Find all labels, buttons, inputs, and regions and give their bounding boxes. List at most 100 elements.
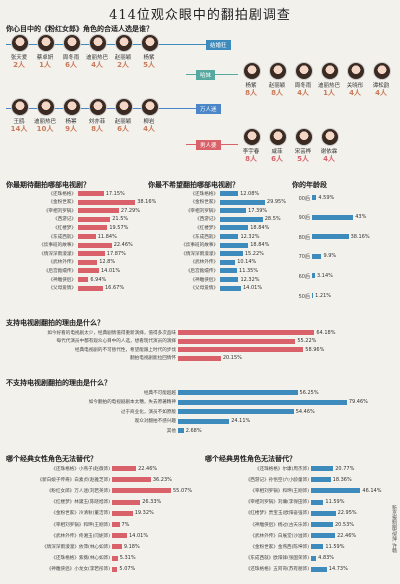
bar-label: 《炊事班的故事》 [181, 243, 218, 249]
bar-value: 27.29% [120, 207, 140, 214]
bar-label: 《情深深雨濛濛》 [181, 251, 218, 257]
bar-label: 《神雕侠侣》 [48, 277, 76, 283]
candidate-name: 周冬雨 [294, 83, 312, 89]
bar-label: 如今好看的电视剧太少，经典剧情值得重新演绎，值得多次品味 [47, 330, 176, 336]
bar-value: 14.01% [101, 267, 121, 274]
bar [78, 191, 104, 196]
bar-label: 《金粉世家》 [48, 200, 76, 206]
bar-label: 60后 [298, 273, 310, 280]
bar-label: 《东成西就》 [190, 234, 218, 240]
bar [112, 533, 127, 539]
bar-label: 《还珠格格》 [48, 191, 76, 197]
bar [178, 428, 184, 433]
bar-label: 《红楼梦》 [195, 225, 218, 231]
bar [311, 488, 361, 494]
candidate-name: 杨紫 [143, 55, 155, 61]
candidate-photo [63, 98, 81, 116]
bar-label: 90后 [298, 215, 310, 222]
candidate-name: 李宇春 [242, 149, 260, 155]
bar-value: 11.59% [325, 543, 345, 550]
bar-value: 11.84% [97, 233, 117, 240]
bar-value: 17.39% [248, 207, 268, 214]
candidate-votes: 5人 [143, 61, 155, 69]
bar [311, 499, 324, 505]
bar-label: 《后宫甄嬛传》 [185, 268, 218, 274]
candidate-name: 刘亦菲 [88, 119, 106, 125]
bar-value: 5.31% [119, 555, 136, 562]
bar-value: 58.96% [305, 346, 325, 353]
candidate-name: 迪丽热巴 [85, 55, 108, 61]
role-tag: 哈妹 [196, 70, 216, 80]
bar-label: 如今翻拍的电视剧剧本太糟，失去原著精神 [88, 400, 176, 405]
candidate-photo [141, 34, 159, 52]
bar-label: 《父母爱情》 [190, 286, 218, 292]
candidate-name: 张天爱 [10, 55, 28, 61]
candidate-votes: 14人 [10, 125, 28, 133]
bar-value: 9.9% [323, 253, 337, 260]
bar-value: 18.84% [250, 224, 270, 231]
bar-label: 《金粉世家》冷清秋(董洁饰) [51, 511, 110, 517]
bar [220, 268, 238, 274]
bar [220, 191, 239, 196]
main-title: 414位观众眼中的翻拍剧调查 [109, 8, 291, 23]
bar [112, 477, 151, 483]
candidate-name: 王鸥 [13, 119, 25, 125]
bar [78, 251, 105, 257]
bar [311, 566, 327, 572]
bar [312, 293, 314, 298]
candidate-name: 杨紫 [245, 83, 257, 89]
bar-value: 55.07% [173, 487, 193, 494]
candidate-photo [115, 98, 133, 116]
bar [311, 533, 336, 539]
bar-value: 12.8% [99, 259, 116, 266]
candidate-photo [321, 128, 339, 146]
bar [311, 555, 317, 561]
bar-label: 《西游记》孙悟空(六小龄童饰) [245, 477, 309, 483]
bar-value: 55.22% [297, 338, 317, 344]
bar-value: 43% [355, 214, 367, 221]
bar-value: 9.18% [123, 543, 140, 550]
bar-value: 14.73% [328, 566, 348, 573]
role-tag: 结婚狂 [206, 40, 231, 50]
bar [312, 253, 322, 259]
bar [312, 273, 315, 279]
candidate-votes: 2人 [13, 61, 25, 69]
bar-label: 《宰相刘罗锅》和珅(王刚饰) [51, 522, 110, 528]
bar-value: 21.5% [112, 216, 129, 223]
candidate-photo [321, 62, 339, 80]
bar-label: 《红楼梦》林黛玉(陈晓旭饰) [51, 500, 110, 506]
bar-label: 《东成西就》欧阳锋(张国荣饰) [245, 556, 309, 562]
candidate-votes: 8人 [271, 89, 283, 97]
candidate-photo [269, 62, 287, 80]
bar-value: 4.59% [318, 194, 335, 201]
bar-value: 11.35% [239, 267, 259, 274]
bar [78, 225, 108, 231]
candidate-votes: 4人 [143, 125, 155, 133]
bar-value: 14.01% [129, 532, 149, 539]
bar-value: 6.94% [90, 276, 107, 283]
bar-value: 16.67% [105, 285, 125, 292]
bar-value: 17.87% [106, 250, 126, 257]
bar-label: 《神雕侠侣》杨过(古天乐饰) [250, 522, 309, 528]
chart-title-male: 哪个经典男性角色无法替代？ [205, 455, 296, 463]
casting-title: 你心目中的《粉红女郎》角色的合适人选是谁？ [6, 25, 153, 33]
bar-value: 20.15% [222, 355, 242, 361]
bar-value: 38.16% [350, 233, 370, 240]
bar [178, 347, 304, 352]
candidate-photo [37, 98, 55, 116]
bar-label: 《武林外传》佟湘玉(闫妮饰) [51, 533, 110, 539]
bar [112, 466, 137, 471]
candidate-name: 谭松韵 [372, 83, 390, 89]
bar-value: 18.84% [250, 242, 270, 249]
bar [78, 216, 111, 222]
bar-value: 5.07% [119, 566, 136, 573]
bar [220, 277, 239, 282]
bar-value: 4.83% [318, 555, 335, 562]
bar-value: 10.14% [237, 259, 257, 266]
bar [78, 277, 89, 282]
bar-value: 3.14% [317, 272, 333, 279]
bar-label: 《东成西就》 [48, 234, 76, 240]
bar [311, 510, 336, 516]
bar-value: 7% [121, 521, 130, 528]
candidate-votes: 4人 [91, 61, 103, 69]
